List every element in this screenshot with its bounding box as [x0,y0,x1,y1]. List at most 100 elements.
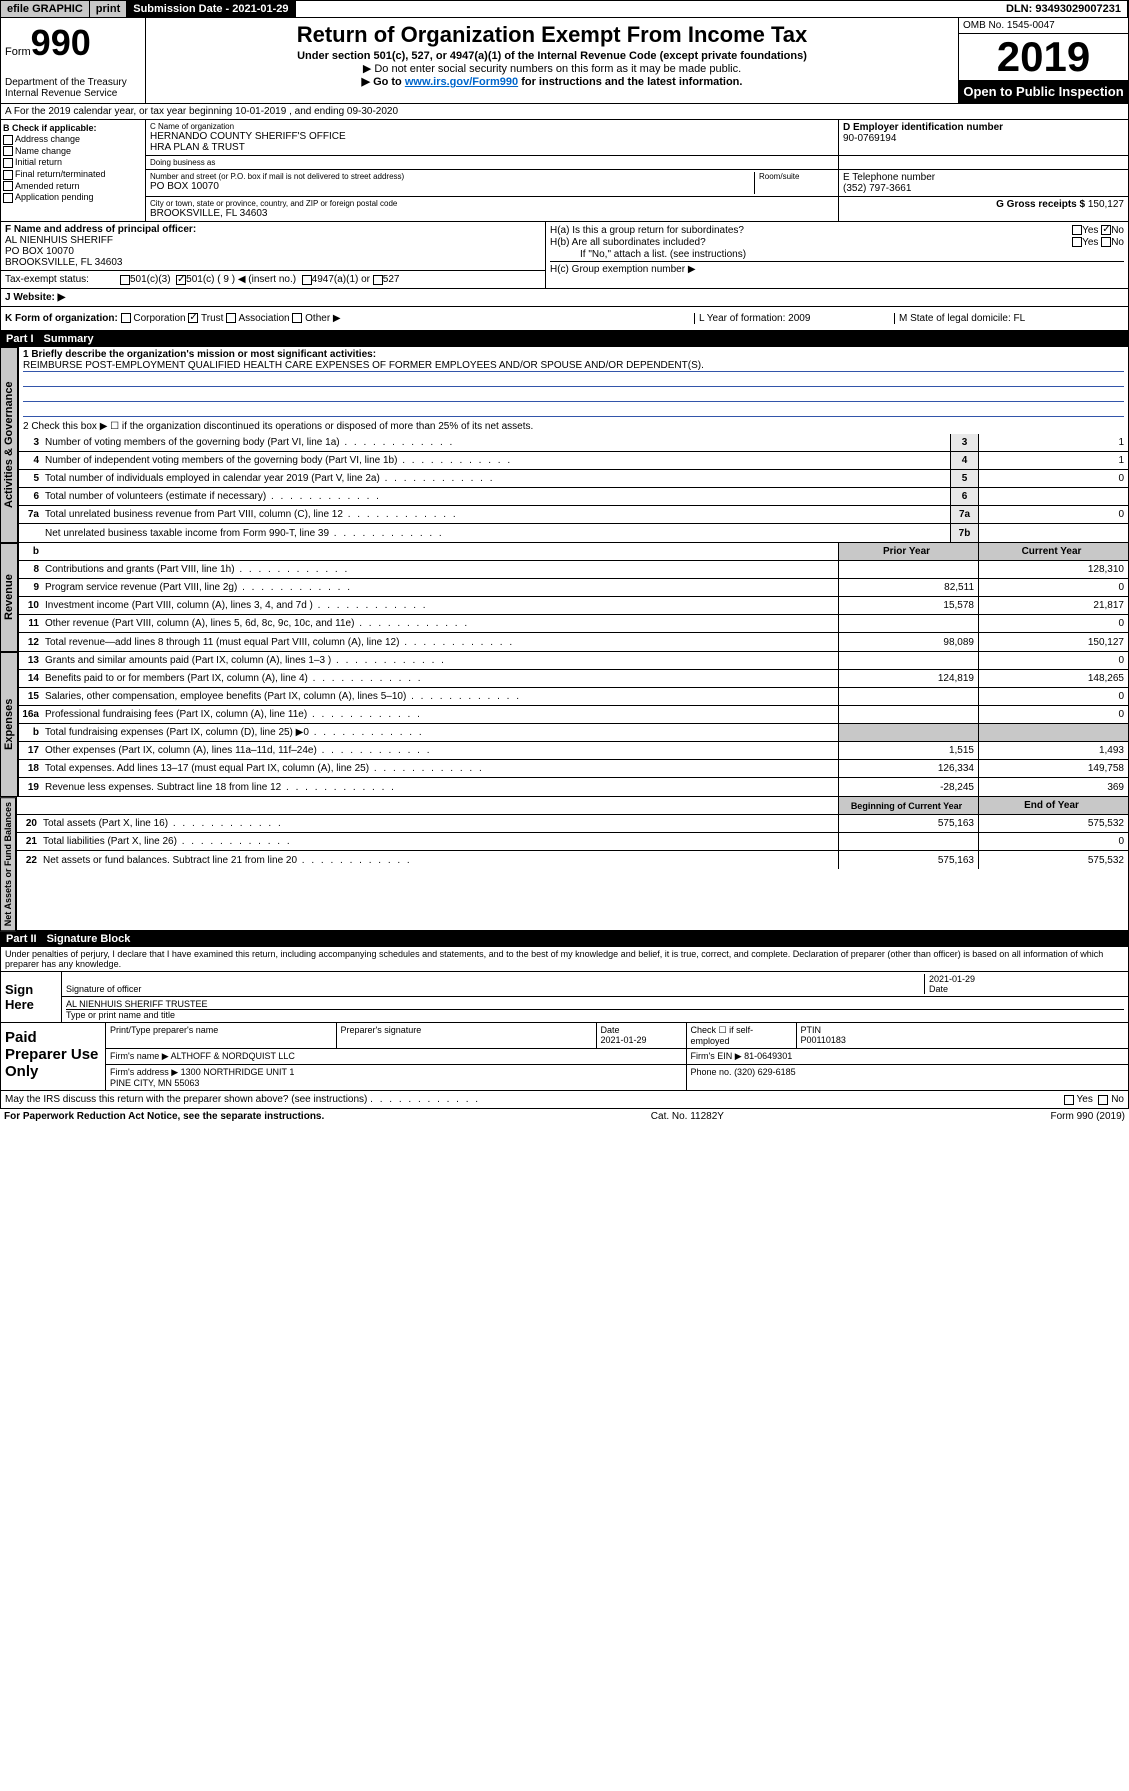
cy-8: 128,310 [978,561,1128,578]
k-trust[interactable] [188,313,198,323]
sig-date-label: Date [929,984,1124,994]
cy-16a: 0 [978,706,1128,723]
hb-label: H(b) Are all subordinates included? [550,237,706,248]
tax-status-label: Tax-exempt status: [5,274,120,285]
penalties-text: Under penalties of perjury, I declare th… [0,947,1129,971]
k-other[interactable] [292,313,302,323]
end-year-hdr: End of Year [978,797,1128,814]
py-20: 575,163 [838,815,978,832]
chk-amended[interactable] [3,181,13,191]
chk-name[interactable] [3,146,13,156]
c-name-label: C Name of organization [150,122,834,131]
vlabel-netassets: Net Assets or Fund Balances [0,797,16,931]
cy-18: 149,758 [978,760,1128,777]
firm-phone: (320) 629-6185 [734,1067,796,1077]
py-10: 15,578 [838,597,978,614]
self-employed: Check ☐ if self-employed [686,1023,796,1049]
form-title: Return of Organization Exempt From Incom… [156,22,948,48]
prep-sig-hdr: Preparer's signature [336,1023,596,1049]
py-b [838,724,978,741]
hb-yes[interactable] [1072,237,1082,247]
py-19: -28,245 [838,778,978,796]
py-17: 1,515 [838,742,978,759]
hb-no[interactable] [1101,237,1111,247]
paid-preparer-label: Paid Preparer Use Only [1,1023,106,1090]
e-phone-value: (352) 797-3661 [843,183,1124,194]
cy-21: 0 [978,833,1128,850]
cy-9: 0 [978,579,1128,596]
sign-here-label: Sign Here [1,972,61,1022]
footer-right: Form 990 (2019) [1051,1111,1125,1122]
py-22: 575,163 [838,851,978,869]
chk-501c3[interactable] [120,275,130,285]
prep-name-hdr: Print/Type preparer's name [106,1023,336,1049]
officer-name: AL NIENHUIS SHERIFF TRUSTEE [66,999,1124,1010]
current-year-hdr: Current Year [978,543,1128,560]
j-website: J Website: ▶ [0,289,1129,307]
cy-b [978,724,1128,741]
discuss-no[interactable] [1098,1095,1108,1105]
discuss-yes[interactable] [1064,1095,1074,1105]
py-16a [838,706,978,723]
py-21 [838,833,978,850]
f-addr2: BROOKSVILLE, FL 34603 [5,257,541,268]
submission-date: Submission Date - 2021-01-29 [127,1,295,17]
officer-name-label: Type or print name and title [66,1010,175,1020]
f-label: F Name and address of principal officer: [5,224,541,235]
part1-num: Part I [6,333,34,345]
py-13 [838,652,978,669]
part2-num: Part II [6,933,37,945]
chk-final[interactable] [3,170,13,180]
cy-12: 150,127 [978,633,1128,651]
ptin: P00110183 [801,1035,846,1045]
py-11 [838,615,978,632]
cy-15: 0 [978,688,1128,705]
g-gross-value: 150,127 [1088,199,1124,210]
part2-title: Signature Block [47,933,131,945]
discuss-question: May the IRS discuss this return with the… [5,1094,367,1105]
dba-label: Doing business as [150,158,834,167]
form-label: Form [5,46,31,58]
city-value: BROOKSVILLE, FL 34603 [150,208,834,219]
vlabel-governance: Activities & Governance [0,347,18,543]
vlabel-expenses: Expenses [0,652,18,797]
chk-address[interactable] [3,135,13,145]
cy-19: 369 [978,778,1128,796]
cy-22: 575,532 [978,851,1128,869]
k-assoc[interactable] [226,313,236,323]
chk-501c[interactable] [176,275,186,285]
prior-year-hdr: Prior Year [838,543,978,560]
hc-label: H(c) Group exemption number ▶ [550,261,1124,275]
col-b-header: B Check if applicable: [3,123,143,133]
vlabel-revenue: Revenue [0,543,18,652]
gov-val-7b [978,524,1128,542]
cy-20: 575,532 [978,815,1128,832]
firm-name: ALTHOFF & NORDQUIST LLC [171,1051,295,1061]
py-8 [838,561,978,578]
part1-title: Summary [44,333,94,345]
l-year: L Year of formation: 2009 [694,313,894,324]
footer-mid: Cat. No. 11282Y [651,1111,724,1122]
chk-pending[interactable] [3,193,13,203]
cy-11: 0 [978,615,1128,632]
k-corp[interactable] [121,313,131,323]
ha-yes[interactable] [1072,225,1082,235]
print-button[interactable]: print [90,1,127,17]
form-number: 990 [31,22,91,63]
ha-no[interactable] [1101,225,1111,235]
chk-4947[interactable] [302,275,312,285]
chk-527[interactable] [373,275,383,285]
ha-label: H(a) Is this a group return for subordin… [550,225,744,236]
omb-number: OMB No. 1545-0047 [959,18,1128,34]
gov-val-3: 1 [978,434,1128,451]
py-12: 98,089 [838,633,978,651]
room-label: Room/suite [759,172,834,181]
hb-note: If "No," attach a list. (see instruction… [550,249,1124,260]
d-ein-value: 90-0769194 [843,133,1124,144]
subtitle-2: ▶ Do not enter social security numbers o… [156,62,948,75]
irs-link[interactable]: www.irs.gov/Form990 [405,76,518,88]
cy-13: 0 [978,652,1128,669]
chk-initial[interactable] [3,158,13,168]
g-gross-label: G Gross receipts $ [996,199,1085,210]
q1-label: 1 Briefly describe the organization's mi… [23,349,1124,360]
